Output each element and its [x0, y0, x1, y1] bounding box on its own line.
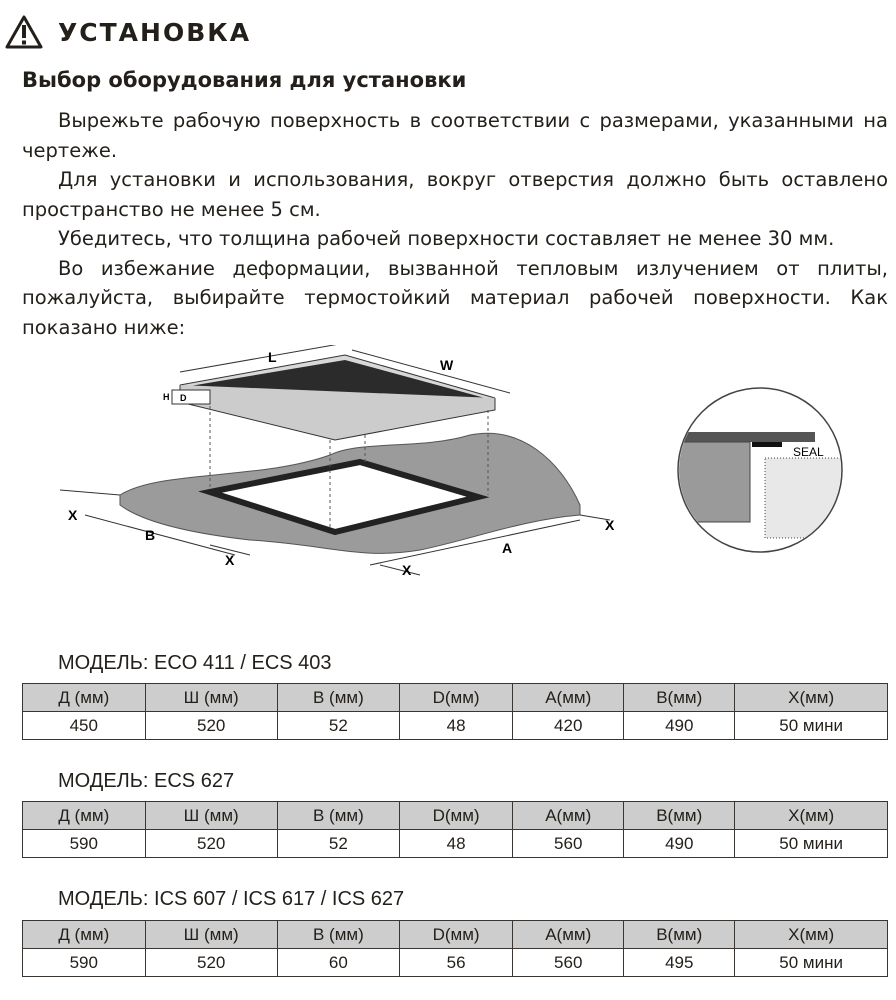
cell: 490	[623, 829, 736, 858]
paragraph: Для установки и использования, вокруг от…	[22, 168, 888, 221]
dimensions-table: Д (мм) Ш (мм) В (мм) D(мм) A(мм) B(мм) X(мм) 4…	[22, 683, 888, 740]
column-header: A(мм)	[512, 683, 625, 712]
column-header: Ш (мм)	[144, 801, 278, 830]
column-header: D(мм)	[398, 683, 514, 712]
cell: 50 мини	[734, 829, 888, 858]
table-row: 590 520 52 48 560 490 50 мини	[22, 829, 888, 858]
cell: 520	[144, 948, 278, 977]
cell: 560	[512, 948, 625, 977]
column-header: D(мм)	[398, 920, 514, 949]
paragraph: Убедитесь, что толщина рабочей поверхнос…	[58, 227, 835, 250]
label-b: B	[145, 527, 155, 543]
column-header: X(мм)	[734, 920, 888, 949]
column-header: X(мм)	[734, 801, 888, 830]
column-header: B(мм)	[623, 920, 736, 949]
column-header: Д (мм)	[22, 801, 146, 830]
column-header: Д (мм)	[22, 920, 146, 949]
model-title: МОДЕЛЬ: ICS 607 / ICS 617 / ICS 627	[58, 888, 405, 910]
paragraph: Во избежание деформации, вызванной тепло…	[22, 256, 888, 339]
cell: 520	[144, 711, 278, 740]
column-header: Д (мм)	[22, 683, 146, 712]
dimensions-table: Д (мм) Ш (мм) В (мм) D(мм) A(мм) B(мм) X(мм) 5…	[22, 920, 888, 977]
label-l: L	[268, 349, 277, 365]
cell: 56	[398, 948, 514, 977]
label-x: X	[402, 562, 412, 578]
column-header: Ш (мм)	[144, 683, 278, 712]
cell: 50 мини	[734, 711, 888, 740]
cell: 50 мини	[734, 948, 888, 977]
label-x: X	[605, 517, 615, 533]
section-title: Выбор оборудования для установки	[22, 68, 467, 92]
cell: 52	[276, 829, 400, 858]
model-title: МОДЕЛЬ: ECS 627	[58, 770, 235, 792]
column-header: A(мм)	[512, 801, 625, 830]
section-header: УСТАНОВКА	[4, 14, 251, 50]
instructions: Вырежьте рабочую поверхность в соответст…	[22, 106, 888, 342]
column-header: В (мм)	[276, 920, 400, 949]
label-x: X	[225, 552, 235, 568]
column-header: A(мм)	[512, 920, 625, 949]
label-x: X	[68, 507, 78, 523]
cell: 495	[623, 948, 736, 977]
cell: 520	[144, 829, 278, 858]
label-a: A	[502, 540, 512, 556]
label-h: H	[163, 392, 170, 402]
label-w: W	[440, 357, 454, 373]
model-title: МОДЕЛЬ: ECO 411 / ECS 403	[58, 652, 332, 674]
paragraph: Вырежьте рабочую поверхность в соответст…	[22, 109, 888, 162]
column-header: X(мм)	[734, 683, 888, 712]
label-seal: SEAL	[793, 445, 824, 459]
column-header: B(мм)	[623, 683, 736, 712]
dimensions-table: Д (мм) Ш (мм) В (мм) D(мм) A(мм) B(мм) X(мм) 5…	[22, 801, 888, 858]
cell: 590	[22, 948, 146, 977]
cell: 52	[276, 711, 400, 740]
label-d: D	[180, 393, 187, 403]
cell: 420	[512, 711, 625, 740]
column-header: В (мм)	[276, 683, 400, 712]
column-header: В (мм)	[276, 801, 400, 830]
cell: 48	[398, 829, 514, 858]
column-header: Ш (мм)	[144, 920, 278, 949]
column-header: B(мм)	[623, 801, 736, 830]
page-title: УСТАНОВКА	[58, 17, 252, 47]
installation-diagram: L W H D X B X X A X SEAL	[59, 345, 843, 578]
table-row: 590 520 60 56 560 495 50 мини	[22, 948, 888, 977]
warning-icon	[5, 15, 43, 49]
cell: 560	[512, 829, 625, 858]
cell: 48	[398, 711, 514, 740]
cell: 590	[22, 829, 146, 858]
cell: 450	[22, 711, 146, 740]
column-header: D(мм)	[398, 801, 514, 830]
cell: 490	[623, 711, 736, 740]
table-row: 450 520 52 48 420 490 50 мини	[22, 711, 888, 740]
cell: 60	[276, 948, 400, 977]
